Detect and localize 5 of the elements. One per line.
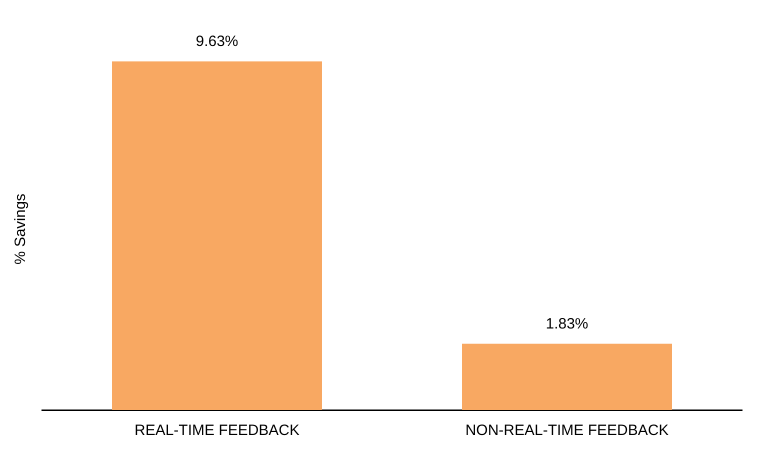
x-tick-label: REAL-TIME FEEDBACK: [134, 422, 300, 440]
data-label: 9.63%: [196, 33, 238, 50]
y-axis-title: % Savings: [12, 194, 30, 264]
x-tick-label: NON-REAL-TIME FEEDBACK: [465, 422, 669, 440]
data-label: 1.83%: [546, 315, 588, 332]
